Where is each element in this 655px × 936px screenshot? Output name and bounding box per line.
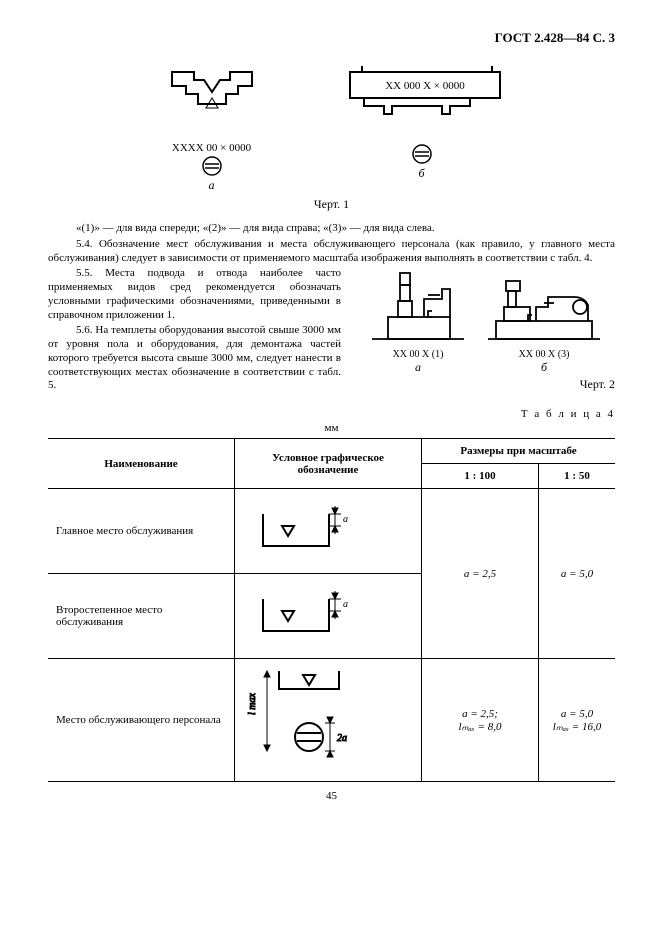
- figure-1a: XXXX 00 × 0000 а: [152, 64, 272, 193]
- row1-sym-svg: a: [243, 500, 353, 562]
- svg-text:a: a: [343, 599, 348, 610]
- th-scale: Размеры при масштабе: [422, 439, 616, 464]
- figure-1-caption: Черт. 1: [48, 197, 615, 212]
- row3-v100-l: lₘₐₓ = 8,0: [430, 720, 530, 733]
- para-5-4-text: 5.4. Обозначение мест обслуживания и мес…: [48, 238, 615, 264]
- para-5-5-text: 5.5. Места подвода и отвода наиболее час…: [48, 267, 341, 320]
- svg-text:a: a: [343, 514, 348, 525]
- figure-1a-svg: [152, 64, 272, 142]
- th-100: 1 : 100: [422, 464, 539, 489]
- row12-v50: a = 5,0: [539, 489, 616, 659]
- svg-text:l max: l max: [247, 693, 258, 716]
- row1-sym: a: [235, 489, 422, 574]
- figure-2b-sub: б: [486, 360, 602, 375]
- row3-name-text: Место обслуживающего персонала: [56, 714, 221, 726]
- para-5-5: 5.5. Места подвода и отвода наиболее час…: [48, 267, 341, 322]
- earth-symbol-b: [409, 142, 435, 166]
- figure-2a-label: XX 00 X (1): [368, 349, 468, 360]
- figure-2-caption: Черт. 2: [355, 377, 615, 392]
- table-4-unit: мм: [48, 422, 615, 434]
- th-sym: Условное графическое обозначение: [235, 439, 422, 489]
- page-number: 45: [48, 790, 615, 802]
- figure-1b: XX 000 X × 0000 б: [332, 64, 512, 193]
- figure-1: XXXX 00 × 0000 а XX 000 X × 0000: [48, 64, 615, 193]
- figure-1b-sub: б: [332, 166, 512, 181]
- row2-sym-svg: a: [243, 585, 353, 647]
- para-5-4: 5.4. Обозначение мест обслуживания и мес…: [48, 238, 615, 266]
- para-5-6: 5.6. На темплеты оборудования высотой св…: [48, 324, 341, 393]
- two-column-block: 5.5. Места подвода и отвода наиболее час…: [48, 267, 615, 402]
- row3-name: Место обслуживающего персонала: [48, 659, 235, 782]
- row12-v100: a = 2,5: [422, 489, 539, 659]
- row2-sym: a: [235, 574, 422, 659]
- figure-2b-label: XX 00 X (3): [486, 349, 602, 360]
- th-50: 1 : 50: [539, 464, 616, 489]
- svg-text:2a: 2a: [337, 733, 347, 744]
- figure-1b-svg: XX 000 X × 0000: [332, 64, 512, 142]
- row3-sym-svg: l max 2a: [243, 665, 373, 775]
- figure-1b-label-svg: XX 000 X × 0000: [385, 80, 465, 92]
- row3-v100: a = 2,5; lₘₐₓ = 8,0: [422, 659, 539, 782]
- figure-2: XX 00 X (1) а: [355, 267, 615, 402]
- row2-name: Второстепенное место обслуживания: [48, 574, 235, 659]
- row3-v50-a: a = 5,0: [547, 708, 607, 720]
- row2-name-text: Второстепенное место обслуживания: [56, 604, 162, 628]
- th-name: Наименование: [48, 439, 235, 489]
- row1-name: Главное место обслуживания: [48, 489, 235, 574]
- para-views: «(1)» — для вида спереди; «(2)» — для ви…: [48, 222, 615, 236]
- figure-1a-label: XXXX 00 × 0000: [152, 142, 272, 154]
- figure-1a-sub: а: [152, 178, 272, 193]
- page: ГОСТ 2.428—84 С. 3 XXXX 00 × 0000 а: [0, 0, 655, 936]
- table-4: Наименование Условное графическое обозна…: [48, 438, 615, 782]
- row1-name-text: Главное место обслуживания: [56, 525, 193, 537]
- row3-v50: a = 5,0 lₘₐₓ = 16,0: [539, 659, 616, 782]
- figure-2b-svg: [486, 267, 602, 349]
- para-5-6-text: 5.6. На темплеты оборудования высотой св…: [48, 324, 341, 391]
- table-4-title: Т а б л и ц а 4: [48, 408, 615, 420]
- page-header: ГОСТ 2.428—84 С. 3: [48, 30, 615, 46]
- row3-v100-a: a = 2,5;: [430, 708, 530, 720]
- earth-symbol-a: [199, 154, 225, 178]
- row3-v50-l: lₘₐₓ = 16,0: [547, 720, 607, 733]
- figure-2a-svg: [368, 267, 468, 349]
- figure-2a-sub: а: [368, 360, 468, 375]
- row3-sym: l max 2a: [235, 659, 422, 782]
- para-views-text: «(1)» — для вида спереди; «(2)» — для ви…: [76, 222, 435, 234]
